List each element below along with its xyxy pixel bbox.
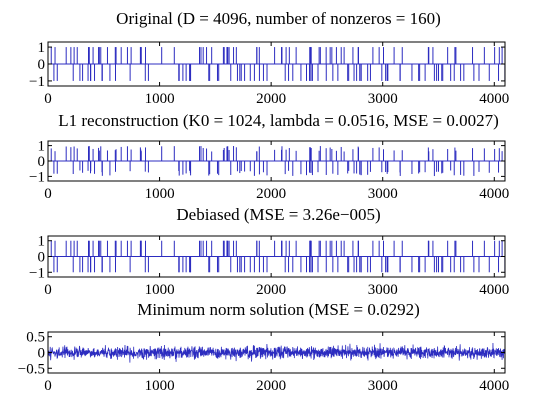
- chart-title: Debiased (MSE = 3.26e−005): [176, 205, 380, 224]
- y-tick-label: 0: [38, 57, 46, 73]
- y-tick-label: 0: [38, 154, 46, 170]
- chart-title: Minimum norm solution (MSE = 0.0292): [137, 300, 420, 319]
- y-tick-label: 1: [38, 234, 46, 250]
- x-tick-label: 3000: [368, 282, 398, 298]
- x-tick-label: 0: [44, 282, 52, 298]
- chart-title: L1 reconstruction (K0 = 1024, lambda = 0…: [58, 111, 498, 130]
- chart-title: Original (D = 4096, number of nonzeros =…: [116, 9, 441, 28]
- x-tick-label: 4000: [479, 186, 509, 202]
- x-tick-label: 0: [44, 186, 52, 202]
- y-tick-label: 0: [38, 346, 46, 362]
- series-line: [47, 343, 506, 363]
- x-tick-label: 1000: [145, 91, 175, 107]
- y-tick-label: −1: [29, 169, 45, 185]
- x-tick-label: 2000: [256, 282, 286, 298]
- x-tick-label: 1000: [145, 378, 175, 394]
- y-tick-label: −1: [29, 74, 45, 90]
- x-tick-label: 4000: [479, 91, 509, 107]
- x-tick-label: 3000: [368, 186, 398, 202]
- x-tick-label: 1000: [145, 282, 175, 298]
- y-tick-label: −0.5: [18, 361, 45, 377]
- chart-panel-4: Minimum norm solution (MSE = 0.0292)0.50…: [18, 300, 510, 394]
- x-tick-label: 3000: [368, 378, 398, 394]
- x-tick-label: 0: [44, 378, 52, 394]
- x-tick-label: 0: [44, 91, 52, 107]
- chart-panel-3: Debiased (MSE = 3.26e−005)10−10 1000 2000 3…: [29, 205, 509, 298]
- x-tick-label: 2000: [256, 186, 286, 202]
- x-tick-label: 2000: [256, 91, 286, 107]
- chart-panel-2: L1 reconstruction (K0 = 1024, lambda = 0…: [29, 111, 509, 202]
- y-tick-label: 0: [38, 250, 46, 266]
- x-tick-label: 1000: [145, 186, 175, 202]
- y-tick-label: 1: [38, 40, 46, 56]
- x-tick-label: 4000: [479, 378, 509, 394]
- chart-panel-1: Original (D = 4096, number of nonzeros =…: [29, 9, 509, 107]
- x-tick-label: 2000: [256, 378, 286, 394]
- y-tick-label: 1: [38, 139, 46, 155]
- x-tick-label: 3000: [368, 91, 398, 107]
- y-tick-label: −1: [29, 265, 45, 281]
- x-tick-label: 4000: [479, 282, 509, 298]
- y-tick-label: 0.5: [26, 330, 45, 346]
